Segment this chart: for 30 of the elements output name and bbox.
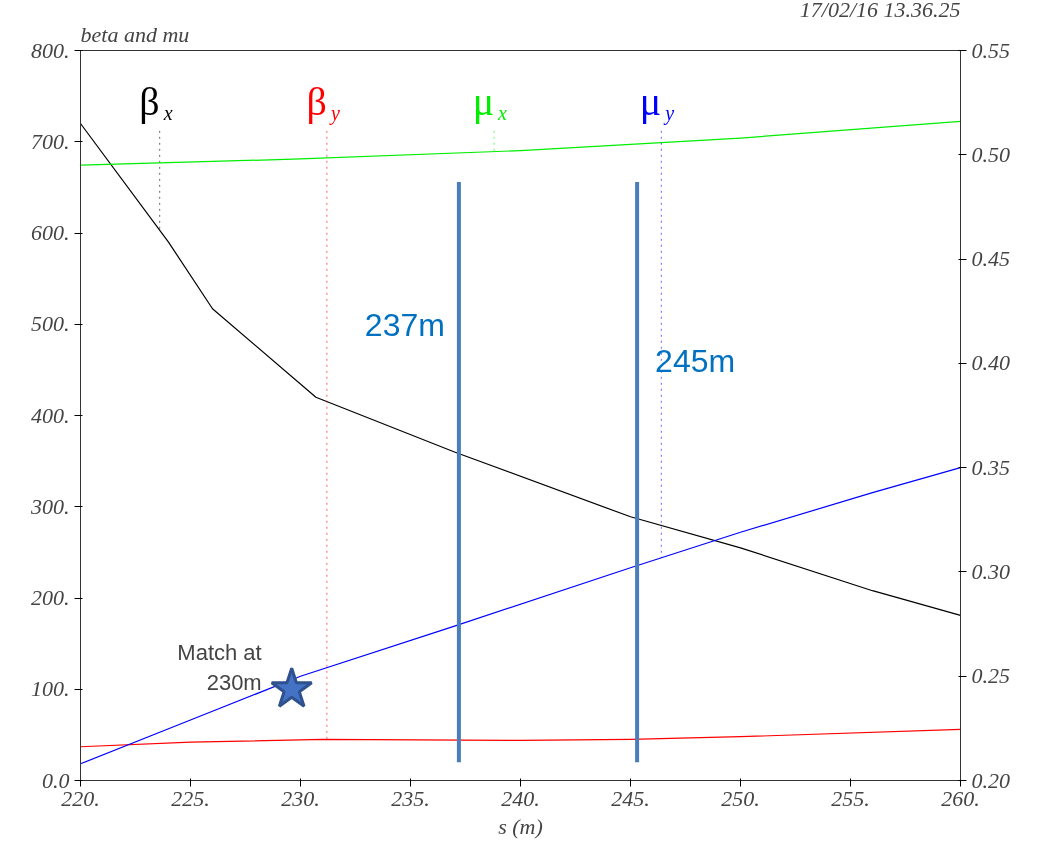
y2-tick-label: 0.35 <box>971 454 1010 480</box>
y2-tick-label: 0.25 <box>971 663 1010 689</box>
x-tick-label: 250. <box>721 785 760 811</box>
x-tick-label: 240. <box>501 785 540 811</box>
line-series <box>80 728 961 748</box>
y2-tick-label: 0.45 <box>971 246 1010 272</box>
y-tick-label: 600. <box>31 220 70 245</box>
y-tick-label: 200. <box>31 585 70 610</box>
y-tick-label: 100. <box>31 676 70 702</box>
y2-tick-label: 0.50 <box>971 141 1010 167</box>
y-tick-label: 300. <box>30 493 70 519</box>
x-tick-label: 245. <box>611 785 650 811</box>
y2-tick-label: 0.30 <box>971 558 1010 584</box>
chart-subtitle: 17/02/16 13.36.25 <box>799 0 961 22</box>
annotation: Match at 230m <box>177 639 262 695</box>
y-tick-label: 400. <box>31 402 70 428</box>
x-axis-title: s (m) <box>498 813 543 839</box>
x-tick-label: 255. <box>831 785 870 811</box>
x-tick-label: 230. <box>281 785 320 811</box>
y-tick-label: 800. <box>31 37 70 63</box>
ref-line-label: 245m <box>655 343 736 379</box>
y2-tick-label: 0.40 <box>971 350 1010 376</box>
y-tick-label: 700. <box>31 128 70 154</box>
ref-line-label: 237m <box>364 306 445 343</box>
line-series <box>80 467 961 765</box>
x-tick-label: 235. <box>391 785 430 811</box>
chart-title: beta and mu <box>80 21 190 47</box>
y-tick-label: 500. <box>31 311 70 337</box>
y2-tick-label: 0.55 <box>971 37 1010 63</box>
x-tick-label: 225. <box>171 785 210 811</box>
